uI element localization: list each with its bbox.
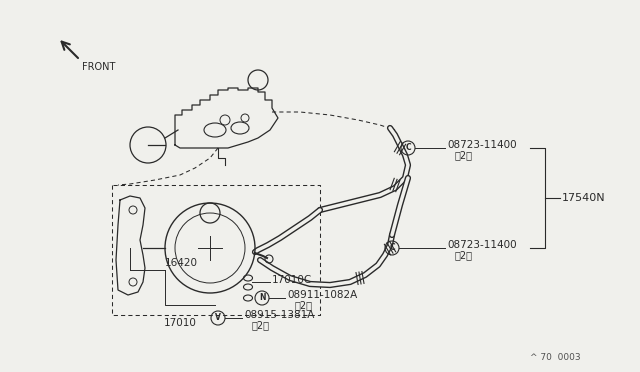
Text: 17010C: 17010C <box>272 275 312 285</box>
Text: 17540N: 17540N <box>562 193 605 203</box>
Text: 16420: 16420 <box>165 258 198 268</box>
Text: C: C <box>389 244 395 253</box>
Text: （2）: （2） <box>455 250 473 260</box>
Text: ^ 70  0003: ^ 70 0003 <box>530 353 580 362</box>
Text: V: V <box>215 314 221 323</box>
Text: 08915-1381A: 08915-1381A <box>244 310 314 320</box>
Text: 17010: 17010 <box>164 318 196 328</box>
Text: FRONT: FRONT <box>82 62 115 72</box>
Text: C: C <box>405 144 411 153</box>
Text: 08723-11400: 08723-11400 <box>447 240 516 250</box>
Text: （2）: （2） <box>455 150 473 160</box>
Text: 08911-1082A: 08911-1082A <box>287 290 357 300</box>
Text: （2）: （2） <box>252 320 270 330</box>
Text: （2）: （2） <box>295 300 313 310</box>
Text: N: N <box>259 294 265 302</box>
Text: 08723-11400: 08723-11400 <box>447 140 516 150</box>
